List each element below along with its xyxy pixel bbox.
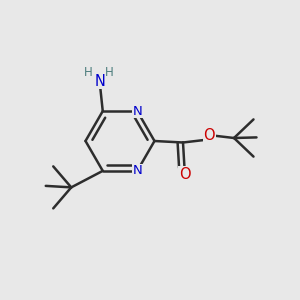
Text: O: O xyxy=(204,128,215,143)
Text: N: N xyxy=(132,105,142,118)
Text: N: N xyxy=(132,164,142,177)
Text: H: H xyxy=(84,66,93,79)
Text: O: O xyxy=(179,167,190,182)
Text: N: N xyxy=(94,74,105,88)
Text: H: H xyxy=(104,66,113,79)
